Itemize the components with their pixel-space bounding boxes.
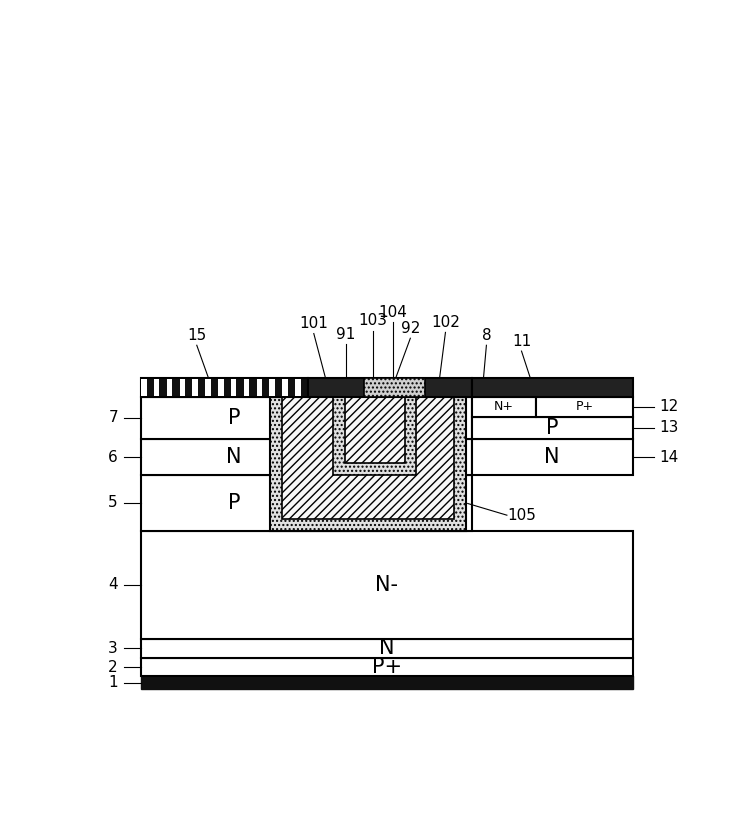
Text: P: P (227, 408, 240, 428)
Text: 92: 92 (401, 321, 420, 336)
Text: N: N (379, 638, 395, 658)
Text: 7: 7 (108, 410, 118, 425)
Bar (308, 378, 472, 397)
Bar (141, 531, 633, 639)
Bar (205, 379, 211, 395)
Text: 105: 105 (507, 508, 536, 522)
Text: 8: 8 (482, 328, 492, 343)
Text: P: P (227, 493, 240, 513)
Bar (167, 379, 172, 395)
Bar (141, 397, 472, 439)
Bar (218, 379, 223, 395)
Bar (364, 378, 425, 397)
Bar (141, 639, 633, 658)
Bar (141, 439, 472, 475)
Bar (536, 397, 633, 417)
Text: 6: 6 (108, 449, 118, 464)
Text: N: N (544, 447, 560, 467)
Text: 12: 12 (659, 399, 678, 414)
Bar (141, 676, 633, 690)
Text: N-: N- (375, 575, 399, 595)
Bar (472, 397, 536, 417)
Text: 2: 2 (108, 660, 118, 675)
Text: 103: 103 (359, 314, 387, 329)
Bar (193, 379, 198, 395)
Bar (244, 379, 249, 395)
Text: 13: 13 (659, 420, 679, 435)
Text: 91: 91 (336, 327, 356, 342)
Text: N: N (226, 447, 242, 467)
Bar (141, 475, 472, 531)
Text: 104: 104 (378, 305, 407, 319)
Bar (472, 439, 633, 475)
Text: 4: 4 (108, 577, 118, 592)
Text: 1: 1 (108, 676, 118, 691)
Bar (282, 379, 288, 395)
Bar (141, 378, 308, 397)
Bar (282, 397, 455, 519)
Text: 11: 11 (512, 334, 531, 349)
Bar (295, 379, 300, 395)
Text: 5: 5 (108, 495, 118, 511)
Bar (180, 379, 185, 395)
Bar (270, 397, 466, 531)
Bar (472, 417, 633, 439)
Bar (334, 397, 416, 475)
Text: 102: 102 (431, 315, 460, 330)
Bar (345, 397, 405, 463)
Text: 14: 14 (659, 449, 678, 464)
Text: P: P (546, 418, 559, 438)
Bar (270, 379, 275, 395)
Bar (154, 379, 159, 395)
Text: P+: P+ (575, 400, 593, 414)
Text: 101: 101 (300, 316, 328, 331)
Text: N+: N+ (494, 400, 514, 414)
Bar (141, 658, 633, 676)
Bar (472, 378, 633, 397)
Text: 15: 15 (187, 328, 206, 343)
Bar (141, 379, 146, 395)
Bar (257, 379, 262, 395)
Text: 3: 3 (108, 641, 118, 656)
Text: P+: P+ (372, 657, 402, 677)
Bar (231, 379, 236, 395)
